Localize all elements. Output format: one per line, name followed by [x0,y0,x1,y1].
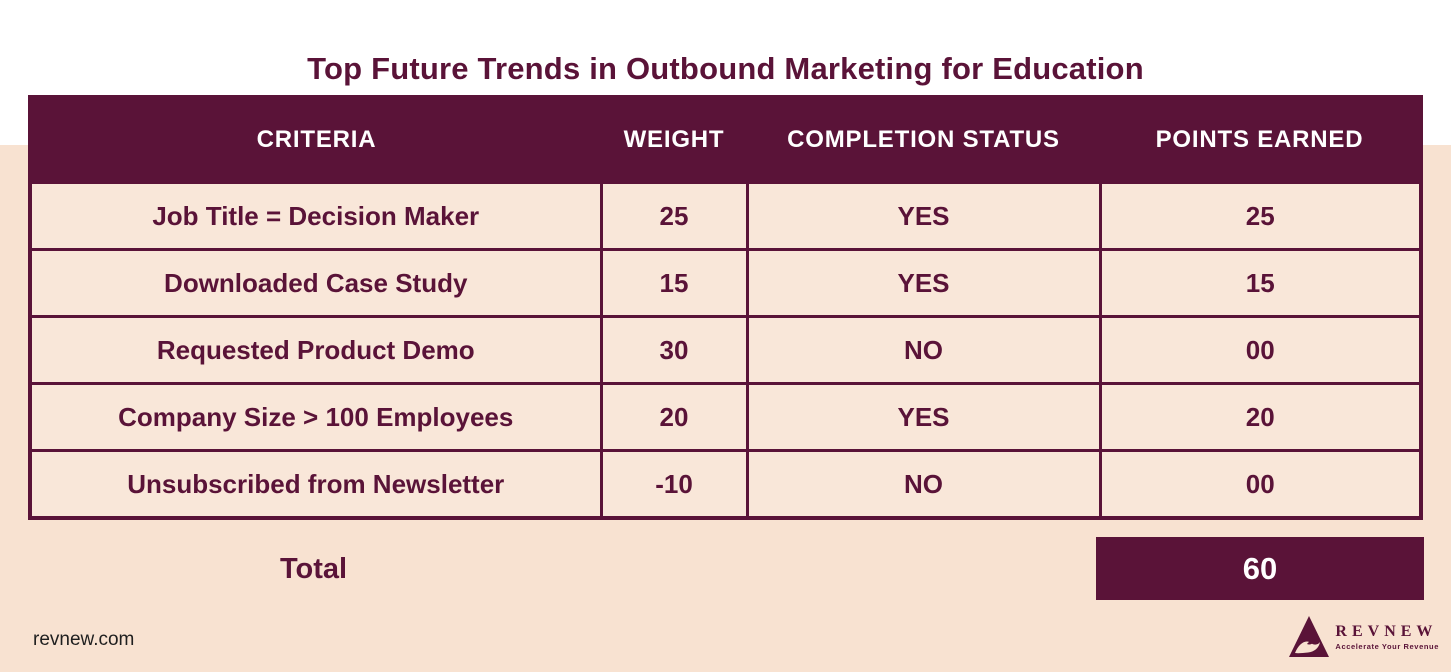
points-cell: 00 [1098,315,1423,385]
column-header-points-earned: POINTS EARNED [1100,97,1421,183]
criteria-cell: Company Size > 100 Employees [28,382,603,452]
logo-text-column: REVNEW Accelerate Your Revenue [1335,623,1439,652]
table-row: Downloaded Case Study 15 YES 15 [28,248,1423,318]
status-cell: YES [745,382,1102,452]
table-row: Requested Product Demo 30 NO 00 [28,315,1423,385]
points-cell: 20 [1098,382,1423,452]
revnew-logo: REVNEW Accelerate Your Revenue [1288,615,1439,659]
column-header-weight: WEIGHT [601,97,747,183]
column-header-completion-status: COMPLETION STATUS [747,97,1100,183]
points-cell: 15 [1098,248,1423,318]
criteria-cell: Unsubscribed from Newsletter [28,449,603,520]
wave-triangle-icon [1289,616,1330,657]
logo-name: REVNEW [1335,622,1438,640]
logo-tagline: Accelerate Your Revenue [1335,642,1439,652]
column-header-criteria: CRITERIA [30,97,601,183]
weight-cell: 25 [599,181,749,251]
points-cell: 00 [1098,449,1423,520]
total-points-value: 60 [1242,550,1278,586]
weight-cell: -10 [599,449,749,520]
criteria-cell: Downloaded Case Study [28,248,603,318]
status-cell: NO [745,449,1102,520]
table-body: Job Title = Decision Maker 25 YES 25 Dow… [28,181,1423,520]
weight-cell: 20 [599,382,749,452]
status-cell: YES [745,248,1102,318]
criteria-cell: Job Title = Decision Maker [28,181,603,251]
weight-cell: 15 [599,248,749,318]
total-points-box: 60 [1096,537,1424,600]
status-cell: YES [745,181,1102,251]
table-row: Unsubscribed from Newsletter -10 NO 00 [28,449,1423,520]
weight-cell: 30 [599,315,749,385]
website-link: revnew.com [33,629,135,650]
lead-scoring-table: CRITERIA WEIGHT COMPLETION STATUS POINTS… [28,95,1423,520]
table-header-row: CRITERIA WEIGHT COMPLETION STATUS POINTS… [30,97,1421,183]
total-label: Total [279,553,348,585]
table-row: Company Size > 100 Employees 20 YES 20 [28,382,1423,452]
page-title: Top Future Trends in Outbound Marketing … [307,50,1144,86]
table-row: Job Title = Decision Maker 25 YES 25 [28,181,1423,251]
status-cell: NO [745,315,1102,385]
points-cell: 25 [1098,181,1423,251]
criteria-cell: Requested Product Demo [28,315,603,385]
